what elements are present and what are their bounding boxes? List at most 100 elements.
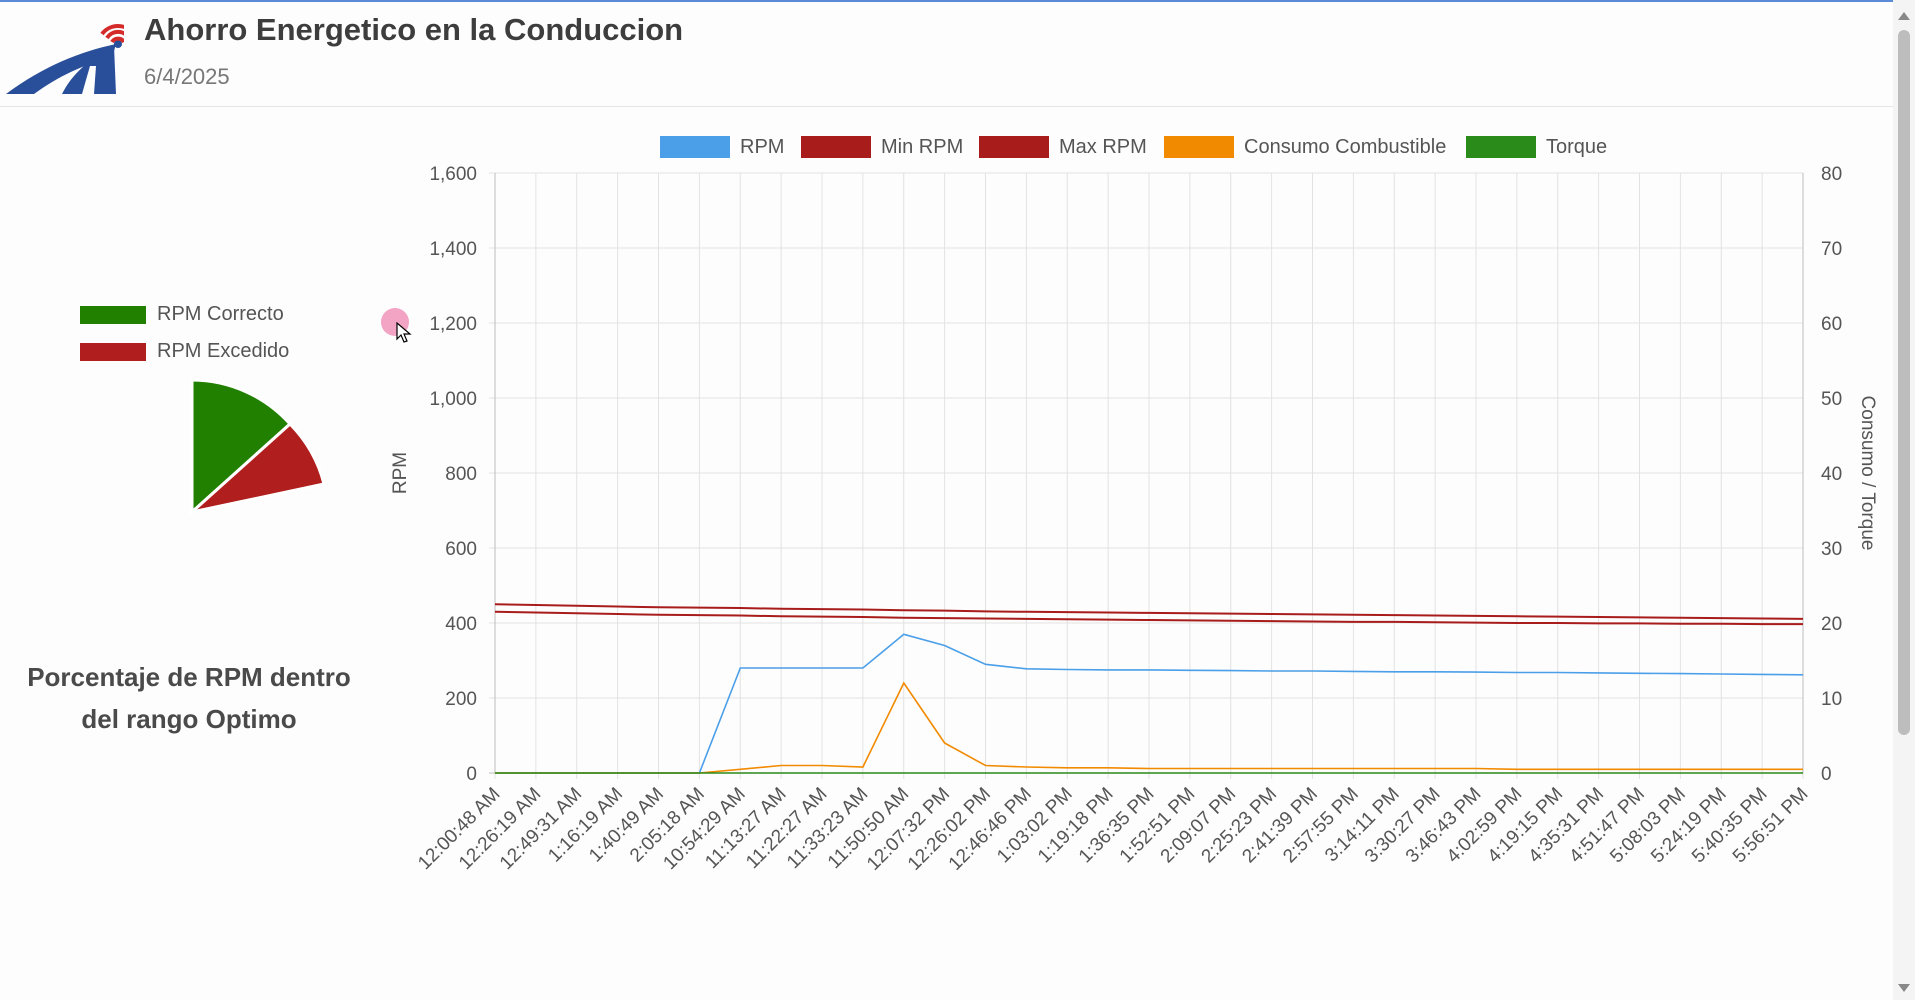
series-line — [494, 610, 1803, 626]
x-tick-label: 11:33:23 AM — [783, 784, 872, 873]
x-tick-label: 11:22:27 AM — [742, 784, 831, 873]
x-tick-label: 4:51:47 PM — [1565, 784, 1649, 868]
y2-tick-label: 40 — [1821, 464, 1842, 485]
pie-legend-label: RPM Excedido — [157, 340, 290, 362]
y-tick-label: 0 — [466, 764, 477, 785]
y2-tick-label: 20 — [1821, 614, 1842, 635]
pie-slice-excedido[interactable] — [186, 421, 326, 515]
legend-item-consumo[interactable]: Consumo Combustible — [1164, 132, 1446, 162]
pie-slice-correcto[interactable] — [190, 378, 293, 516]
page-title: Ahorro Energetico en la Conduccion — [144, 12, 684, 47]
x-tick-label: 5:08:03 PM — [1606, 784, 1690, 868]
legend-swatch-green — [80, 305, 146, 324]
x-tick-label: 5:56:51 PM — [1729, 784, 1813, 868]
x-tick-label: 1:52:51 PM — [1116, 784, 1200, 868]
series-line — [494, 603, 1804, 620]
x-tick-label: 3:46:43 PM — [1402, 784, 1486, 868]
y-tick-label: 400 — [445, 614, 477, 635]
x-tick-label: 2:09:07 PM — [1157, 784, 1241, 868]
series-line — [495, 633, 1804, 774]
x-tick-label: 12:49:31 AM — [496, 784, 586, 874]
pie-legend: RPM Correcto RPM Excedido — [80, 296, 289, 370]
y-tick-label: 800 — [445, 464, 477, 485]
pie-caption-line2: del rango Optimo — [81, 704, 297, 734]
legend-label: Consumo Combustible — [1244, 135, 1447, 158]
y-tick-label: 1,200 — [429, 314, 477, 335]
legend-item-torque[interactable]: Torque — [1466, 132, 1607, 162]
pie-legend-label: RPM Correcto — [157, 303, 284, 325]
x-tick-label: 2:41:39 PM — [1238, 784, 1322, 868]
x-tick-label: 4:02:59 PM — [1443, 784, 1527, 868]
top-accent-line — [0, 0, 1896, 2]
legend-label: Min RPM — [881, 135, 964, 158]
y2-tick-label: 50 — [1821, 389, 1842, 410]
pie-caption: Porcentaje de RPM dentro del rango Optim… — [0, 656, 378, 740]
x-tick-label: 1:03:02 PM — [993, 784, 1077, 868]
x-tick-label: 2:25:23 PM — [1198, 784, 1282, 868]
mouse-cursor-icon — [396, 322, 412, 343]
page-header: Ahorro Energetico en la Conduccion 6/4/2… — [0, 2, 1893, 107]
y-tick-label: 1,000 — [429, 389, 477, 410]
y2-tick-label: 0 — [1821, 764, 1832, 785]
legend-swatch — [1164, 136, 1234, 158]
series-line — [495, 681, 1803, 774]
x-tick-label: 2:57:55 PM — [1279, 784, 1363, 868]
y-axis-title: RPM — [390, 452, 411, 494]
legend-label: Max RPM — [1059, 135, 1147, 158]
x-tick-label: 11:50:50 AM — [824, 784, 913, 873]
y2-axis-title: Consumo / Torque — [1857, 396, 1878, 551]
scrollbar-thumb[interactable] — [1898, 30, 1910, 735]
pie-caption-line1: Porcentaje de RPM dentro — [27, 662, 351, 692]
legend-item-min-rpm[interactable]: Min RPM — [801, 132, 963, 162]
x-tick-label: 4:19:15 PM — [1484, 784, 1568, 868]
vertical-scrollbar[interactable] — [1893, 0, 1915, 1000]
y2-tick-label: 10 — [1821, 689, 1842, 710]
x-tick-label: 3:14:11 PM — [1321, 784, 1404, 867]
x-tick-label: 4:35:31 PM — [1525, 784, 1609, 868]
y-tick-label: 1,600 — [429, 164, 477, 185]
company-logo — [6, 24, 124, 94]
x-tick-label: 11:13:27 AM — [701, 784, 790, 873]
x-tick-label: 5:40:35 PM — [1688, 784, 1772, 868]
pie-legend-item-excedido[interactable]: RPM Excedido — [80, 333, 289, 370]
y2-tick-label: 70 — [1821, 239, 1842, 260]
rpm-pie-chart — [186, 378, 326, 516]
legend-label: RPM — [740, 135, 785, 158]
y-tick-label: 1,400 — [429, 239, 477, 260]
x-tick-label: 1:40:49 AM — [585, 784, 668, 867]
legend-swatch-red — [80, 342, 146, 361]
legend-swatch — [1466, 136, 1536, 158]
y-tick-label: 600 — [445, 539, 477, 560]
x-tick-label: 12:46:46 PM — [945, 784, 1036, 875]
pie-legend-item-correcto[interactable]: RPM Correcto — [80, 296, 289, 333]
y-tick-label: 200 — [445, 689, 477, 710]
x-tick-label: 5:24:19 PM — [1647, 784, 1731, 868]
x-tick-label: 1:19:18 PM — [1034, 784, 1118, 868]
x-tick-label: 1:36:35 PM — [1075, 784, 1159, 868]
series-consumo-combustible — [494, 681, 1804, 774]
series-min-rpm — [494, 610, 1804, 626]
x-tick-label: 2:05:18 AM — [626, 784, 709, 867]
legend-swatch — [660, 136, 730, 158]
report-date: 6/4/2025 — [144, 64, 230, 89]
y2-tick-label: 30 — [1821, 539, 1842, 560]
x-tick-label: 3:30:27 PM — [1361, 784, 1445, 868]
legend-label: Torque — [1546, 135, 1608, 158]
legend-swatch — [979, 136, 1049, 158]
legend-swatch — [801, 136, 871, 158]
scroll-down-arrow-icon[interactable] — [1898, 984, 1910, 992]
legend-item-rpm[interactable]: RPM — [660, 132, 784, 162]
x-tick-label: 12:00:48 AM — [414, 784, 504, 874]
x-tick-label: 12:07:32 PM — [863, 784, 954, 875]
x-tick-label: 12:26:02 PM — [904, 784, 995, 875]
y2-tick-label: 60 — [1821, 314, 1842, 335]
y2-tick-label: 80 — [1821, 164, 1842, 185]
x-tick-label: 1:16:19 AM — [544, 784, 627, 867]
x-tick-label: 10:54:29 AM — [659, 784, 749, 874]
series-rpm — [494, 633, 1804, 774]
series-max-rpm — [494, 603, 1804, 620]
x-tick-label: 12:26:19 AM — [455, 784, 545, 874]
chart-legend: RPM Min RPM Max RPM Consumo Combustible … — [0, 132, 1915, 162]
scroll-up-arrow-icon[interactable] — [1898, 12, 1910, 20]
legend-item-max-rpm[interactable]: Max RPM — [979, 132, 1147, 162]
